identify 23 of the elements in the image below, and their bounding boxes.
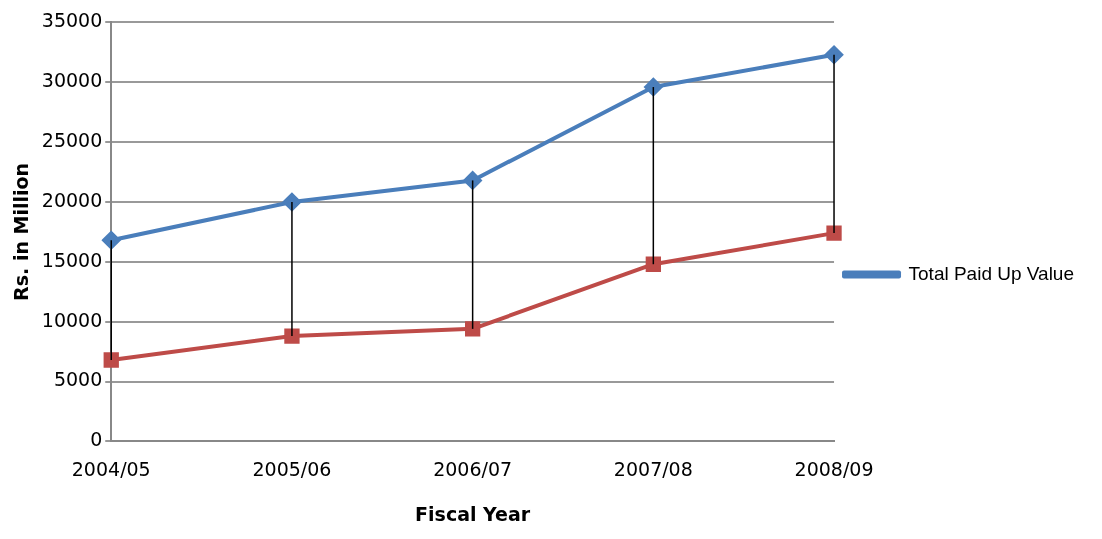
x-axis-title: Fiscal Year [415, 502, 531, 525]
point [284, 328, 300, 344]
y-tick-label: 25000 [41, 129, 103, 152]
y-tick-label: 0 [90, 428, 103, 451]
point [645, 256, 661, 272]
x-tick-label: 2006/07 [433, 457, 513, 480]
point [463, 171, 482, 190]
point [826, 225, 842, 241]
legend-label: Total Paid Up Value [908, 262, 1075, 284]
x-tick-label: 2008/09 [794, 457, 874, 480]
x-tick-label: 2004/05 [71, 457, 151, 480]
y-tick-label: 5000 [53, 368, 103, 391]
y-tick-label: 10000 [41, 308, 103, 331]
y-tick-label: 20000 [41, 188, 103, 211]
point [464, 321, 481, 337]
x-tick-label: 2005/06 [252, 457, 332, 480]
y-tick-label: 15000 [41, 248, 103, 271]
y-tick-label: 30000 [41, 69, 103, 92]
point [103, 352, 119, 368]
x-tick-label: 2007/08 [613, 457, 693, 480]
y-axis-title: Rs. in Million [10, 162, 33, 301]
point [644, 78, 663, 97]
y-tick-label: 35000 [41, 9, 103, 32]
